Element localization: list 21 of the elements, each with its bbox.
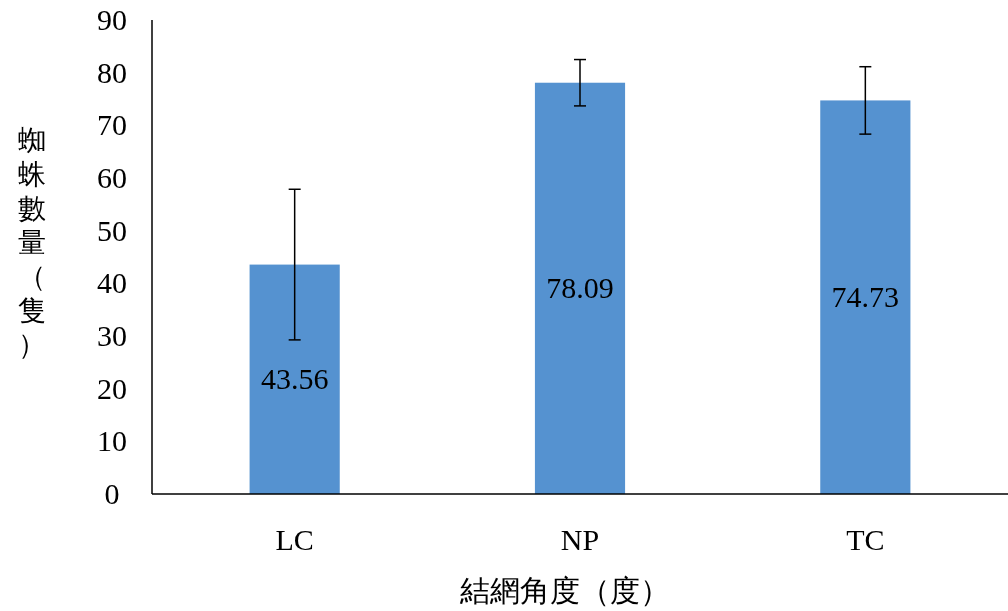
data-label: 43.56 [260, 362, 329, 396]
y-tick-label: 90 [97, 3, 127, 36]
bar [534, 82, 626, 494]
y-tick-label: 0 [104, 477, 120, 510]
bar [820, 100, 911, 494]
y-tick-label: 20 [97, 371, 127, 405]
data-label: 74.73 [831, 280, 900, 314]
y-tick-label: 40 [97, 266, 127, 300]
y-axis-title: 蜘蛛數量（隻） [18, 125, 46, 360]
bar [249, 264, 340, 494]
y-tick-label: 10 [97, 424, 127, 458]
x-axis-title: 結網角度（度） [459, 574, 670, 607]
y-tick-label: 30 [97, 319, 127, 352]
data-label: 78.09 [546, 271, 614, 305]
y-tick-label: 50 [97, 213, 127, 247]
x-tick-label: TC [846, 523, 885, 556]
y-tick-label: 80 [97, 55, 127, 89]
x-tick-label: NP [560, 523, 600, 556]
y-tick-label: 70 [97, 108, 127, 142]
y-tick-label: 60 [97, 161, 127, 194]
x-tick-label: LC [275, 523, 314, 556]
